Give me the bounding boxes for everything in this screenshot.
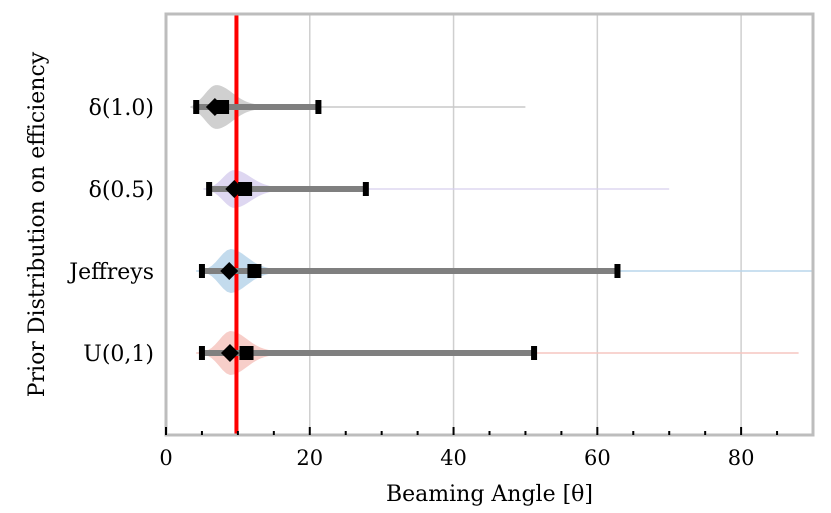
median-marker [238,182,253,196]
interval-low-cap [198,264,205,278]
intervals [193,98,621,362]
interval-high-cap [531,346,538,360]
y-category-label: δ(0.5) [89,178,154,203]
x-tick-label: 80 [728,446,755,470]
y-category-label: δ(1.0) [89,96,154,121]
labels: Beaming Angle [θ] Prior Distribution on … [25,51,593,507]
ticks: 0 20 40 60 80 δ(1.0) δ(0.5) Jeffreys U(0,1) [67,96,779,470]
y-category-label: U(0,1) [83,342,154,367]
interval-high-cap [362,182,369,196]
y-category-label: Jeffreys [67,260,154,285]
interval-low-cap [206,182,213,196]
interval-low-cap [198,346,205,360]
interval-low-cap [193,100,200,114]
mode-marker [225,180,244,198]
mode-marker [220,344,239,362]
x-tick-label: 60 [584,446,611,470]
x-tick-label: 40 [440,446,467,470]
violin-body [190,85,526,129]
violins [190,85,813,375]
x-axis-title: Beaming Angle [θ] [386,482,593,507]
interval-high-cap [315,100,322,114]
median-marker [239,346,254,360]
mode-marker [220,262,239,280]
x-tick-label: 0 [159,446,172,470]
violin-body [203,170,670,208]
mode-marker [205,98,224,116]
grid [309,14,742,435]
interval-high-cap [614,264,621,278]
plot-frame [164,12,815,437]
median-marker [247,264,262,278]
x-tick-label: 20 [296,446,323,470]
y-axis-title: Prior Distribution on efficiency [25,51,50,397]
